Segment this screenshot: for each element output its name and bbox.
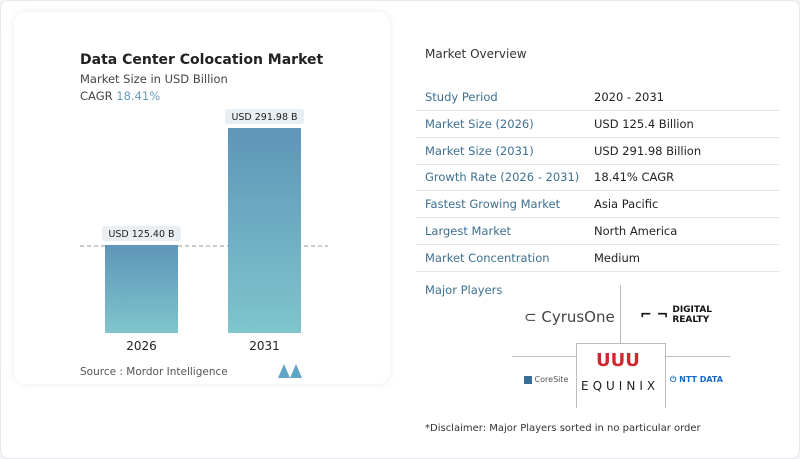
- x-tick-label: 2031: [249, 339, 280, 353]
- overview-row: Largest Market North America: [416, 218, 780, 245]
- row-value: USD 125.4 Billion: [594, 116, 694, 131]
- row-value: USD 291.98 Billion: [594, 143, 702, 158]
- row-value: 18.41% CAGR: [594, 170, 675, 185]
- overview-row: Growth Rate (2026 - 2031) 18.41% CAGR: [416, 164, 780, 192]
- cagr-label: CAGR: [80, 89, 113, 103]
- row-value: Medium: [594, 250, 640, 265]
- logo-coresite: CoreSite: [524, 375, 568, 384]
- data-label: USD 291.98 B: [231, 112, 297, 123]
- overview-row: Market Concentration Medium: [416, 245, 780, 272]
- row-label: Study Period: [425, 90, 498, 104]
- mordor-logo: [278, 364, 302, 378]
- chart-card: [14, 12, 390, 384]
- row-label: Fastest Growing Market: [425, 197, 561, 212]
- logo-digital-realty: ⌐ ¬ DIGITAL REALTY: [640, 305, 713, 325]
- logo-ntt-data: ⏻ NTT DATA: [670, 375, 723, 384]
- disclaimer: *Disclaimer: Major Players sorted in no …: [425, 423, 701, 434]
- overview-row: Fastest Growing Market Asia Pacific: [416, 191, 780, 219]
- row-label: Largest Market: [425, 224, 512, 238]
- chart-title: Data Center Colocation Market: [80, 52, 324, 68]
- bar-2031: [228, 128, 301, 333]
- overview-row: Market Size (2026) USD 125.4 Billion: [416, 111, 780, 138]
- data-label-bg: [225, 109, 304, 124]
- row-value: North America: [594, 224, 678, 238]
- equinix-mark-icon: ᑌᑌᑌ: [596, 350, 640, 371]
- bar-2026: [105, 244, 178, 333]
- row-value: 2020 - 2031: [594, 90, 664, 104]
- data-label: USD 125.40 B: [108, 229, 174, 240]
- data-label-bg: [102, 225, 181, 241]
- chart-subtitle: Market Size in USD Billion: [80, 72, 228, 86]
- logo-equinix: EQUINIX: [581, 379, 660, 393]
- overview-row: Market Size (2031) USD 291.98 Billion: [416, 138, 780, 165]
- overview-title: Market Overview: [425, 47, 527, 61]
- x-tick-label: 2026: [126, 339, 157, 353]
- row-label: Growth Rate (2026 - 2031): [425, 170, 580, 185]
- players-title: Major Players: [425, 283, 503, 297]
- row-label: Market Concentration: [425, 250, 550, 265]
- logo-cyrusone: ⊂ CyrusOne: [524, 308, 615, 326]
- row-label: Market Size (2026): [425, 116, 534, 131]
- row-value: Asia Pacific: [594, 197, 659, 212]
- row-label: Market Size (2031): [425, 143, 534, 158]
- source: Source : Mordor Intelligence: [80, 366, 228, 378]
- cagr-value: 18.41%: [116, 89, 161, 103]
- overview-row: Study Period 2020 - 2031: [416, 84, 780, 111]
